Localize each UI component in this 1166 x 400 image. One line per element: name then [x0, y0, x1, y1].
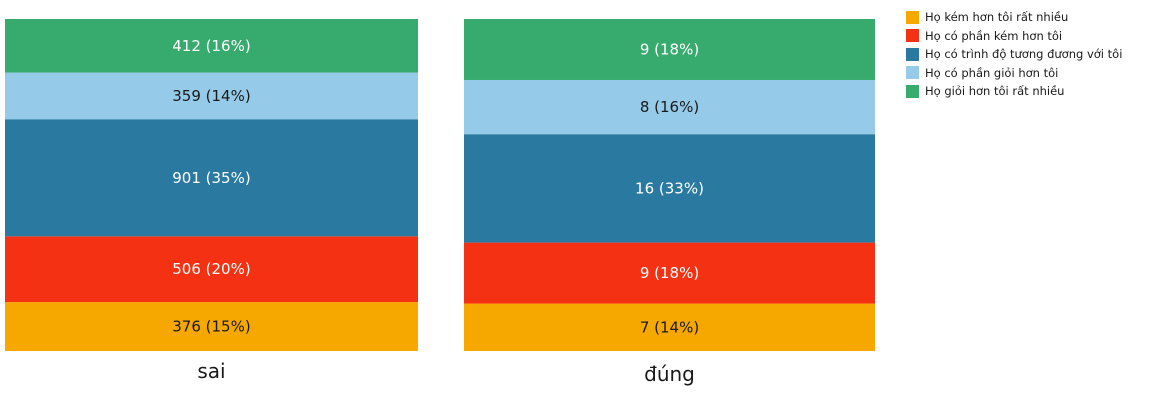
- bar-segment-đúng-4: [464, 19, 875, 80]
- category-label: đúng: [644, 362, 695, 386]
- legend-swatch: [906, 66, 919, 80]
- category-label: sai: [197, 359, 225, 383]
- legend-item-gioi-hon-rat-nhieu: Họ giỏi hơn tôi rất nhiều: [906, 82, 1122, 101]
- legend-item-tuong-duong: Họ có trình độ tương đương với tôi: [906, 45, 1122, 64]
- bar-segment-đúng-1: [464, 242, 875, 304]
- legend-swatch: [906, 47, 919, 61]
- data-label: 16 (33%): [635, 179, 704, 197]
- bar-segment-sai-2: [5, 119, 418, 237]
- bar-segment-sai-1: [5, 236, 418, 303]
- legend-item-co-phan-gioi-hon: Họ có phần giỏi hơn tôi: [906, 64, 1122, 83]
- legend-swatch: [906, 10, 919, 24]
- legend-label: Họ có phần giỏi hơn tôi: [925, 65, 1059, 80]
- data-label: 9 (18%): [640, 40, 699, 58]
- bar-segment-đúng-2: [464, 134, 875, 243]
- data-label: 8 (16%): [640, 98, 699, 116]
- bar-segment-sai-0: [5, 302, 418, 351]
- legend-swatch: [906, 29, 919, 43]
- bar-segment-sai-3: [5, 72, 418, 120]
- legend-label: Họ kém hơn tôi rất nhiều: [925, 10, 1069, 25]
- legend-label: Họ giỏi hơn tôi rất nhiều: [925, 84, 1065, 99]
- legend-label: Họ có phần kém hơn tôi: [925, 28, 1063, 43]
- legend-label: Họ có trình độ tương đương với tôi: [925, 47, 1123, 62]
- data-label: 506 (20%): [172, 260, 250, 278]
- bar-segment-sai-4: [5, 19, 418, 73]
- data-label: 901 (35%): [172, 169, 250, 187]
- data-label: 359 (14%): [172, 87, 250, 105]
- legend: Họ kém hơn tôi rất nhiều Họ có phần kém …: [906, 8, 1122, 101]
- data-label: 7 (14%): [640, 318, 699, 336]
- legend-item-co-phan-kem-hon: Họ có phần kém hơn tôi: [906, 27, 1122, 46]
- data-label: 9 (18%): [640, 264, 699, 282]
- data-label: 412 (16%): [172, 37, 250, 55]
- data-label: 376 (15%): [172, 318, 250, 336]
- bar-segment-đúng-0: [464, 303, 875, 351]
- legend-swatch: [906, 84, 919, 98]
- legend-item-kem-hon-rat-nhieu: Họ kém hơn tôi rất nhiều: [906, 8, 1122, 27]
- bar-segment-đúng-3: [464, 79, 875, 135]
